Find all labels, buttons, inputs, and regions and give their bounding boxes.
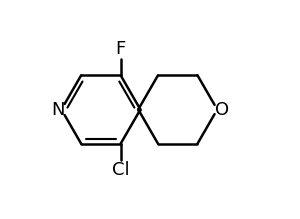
Text: N: N xyxy=(51,101,64,118)
Text: O: O xyxy=(215,101,229,118)
Text: Cl: Cl xyxy=(112,161,130,179)
Text: F: F xyxy=(116,40,126,58)
